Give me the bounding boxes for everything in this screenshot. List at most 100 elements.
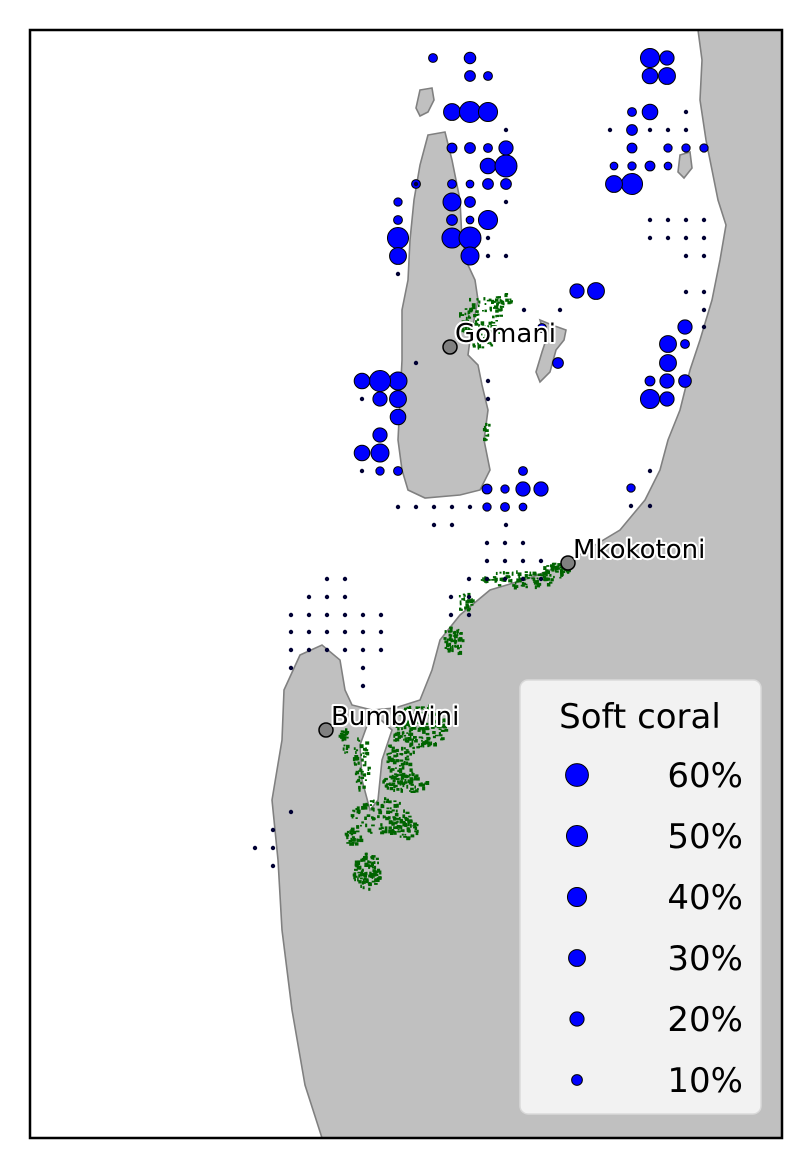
place-marker-gomani bbox=[442, 339, 458, 355]
seagrass-patch bbox=[390, 759, 394, 763]
seagrass-patch bbox=[521, 583, 525, 587]
seagrass-patch bbox=[351, 836, 355, 839]
seagrass-patch bbox=[480, 321, 485, 326]
seagrass-patch bbox=[368, 865, 371, 869]
survey-site-marker bbox=[644, 375, 656, 387]
seagrass-patch bbox=[525, 585, 528, 589]
seagrass-patch bbox=[358, 739, 361, 742]
seagrass-patch bbox=[403, 835, 407, 838]
seagrass-patch bbox=[407, 829, 411, 833]
seagrass-patch bbox=[392, 830, 395, 834]
seagrass-patch bbox=[387, 767, 390, 769]
seagrass-patch bbox=[386, 783, 390, 786]
seagrass-patch bbox=[443, 726, 445, 729]
seagrass-patch bbox=[360, 858, 363, 862]
seagrass-patch bbox=[538, 582, 542, 586]
seagrass-patch bbox=[529, 571, 532, 575]
seagrass-patch bbox=[361, 758, 364, 762]
seagrass-patch bbox=[408, 723, 413, 728]
seagrass-patch bbox=[389, 829, 393, 833]
islet-spit bbox=[535, 318, 567, 384]
seagrass-patch bbox=[401, 727, 403, 731]
seagrass-patch bbox=[388, 760, 391, 762]
seagrass-patch bbox=[481, 346, 485, 349]
seagrass-patch bbox=[404, 778, 407, 782]
survey-site-marker-minimal bbox=[360, 612, 366, 618]
seagrass-patch bbox=[469, 297, 472, 302]
seagrass-patch bbox=[400, 777, 403, 781]
survey-site-marker bbox=[388, 371, 408, 391]
seagrass-patch bbox=[380, 827, 384, 830]
legend-label: 50% bbox=[667, 817, 743, 857]
seagrass-patch bbox=[358, 874, 360, 878]
survey-site-marker-minimal bbox=[503, 253, 509, 259]
seagrass-patch bbox=[360, 771, 363, 775]
seagrass-patch bbox=[496, 314, 499, 318]
survey-site-marker-minimal bbox=[701, 324, 707, 330]
seagrass-patch bbox=[414, 789, 419, 793]
seagrass-patch bbox=[395, 817, 400, 820]
seagrass-patch bbox=[391, 768, 395, 771]
survey-site-marker-minimal bbox=[359, 468, 365, 474]
seagrass-patch bbox=[380, 804, 385, 809]
survey-site-marker bbox=[518, 502, 528, 512]
seagrass-patch bbox=[410, 820, 413, 823]
seagrass-patch bbox=[406, 836, 410, 841]
seagrass-patch bbox=[400, 829, 404, 832]
seagrass-patch bbox=[413, 775, 417, 780]
seagrass-patch bbox=[365, 852, 368, 857]
seagrass-patch bbox=[394, 784, 398, 788]
seagrass-patch bbox=[366, 879, 369, 883]
seagrass-patch bbox=[404, 824, 408, 827]
survey-site-marker-minimal bbox=[360, 683, 366, 689]
survey-site-marker-minimal bbox=[342, 612, 348, 618]
legend-label: 20% bbox=[667, 1000, 743, 1040]
seagrass-patch bbox=[470, 338, 472, 341]
seagrass-patch bbox=[365, 752, 370, 756]
seagrass-patch bbox=[417, 729, 421, 732]
survey-site-marker bbox=[389, 408, 407, 426]
seagrass-patch bbox=[468, 607, 471, 611]
seagrass-patch bbox=[402, 822, 407, 826]
seagrass-patch bbox=[408, 730, 412, 733]
seagrass-patch bbox=[407, 711, 412, 713]
seagrass-patch bbox=[498, 308, 502, 312]
survey-site-marker bbox=[626, 124, 638, 136]
seagrass-patch bbox=[475, 314, 478, 316]
seagrass-patch bbox=[394, 724, 397, 727]
survey-site-marker-minimal bbox=[252, 845, 258, 851]
seagrass-patch bbox=[402, 783, 405, 788]
seagrass-patch bbox=[397, 769, 400, 772]
seagrass-patch bbox=[405, 811, 410, 814]
seagrass-patch bbox=[388, 820, 393, 825]
survey-site-marker-minimal bbox=[270, 827, 276, 833]
legend-marker bbox=[568, 949, 586, 967]
seagrass-patch bbox=[396, 826, 399, 829]
seagrass-patch bbox=[394, 821, 398, 825]
seagrass-patch bbox=[393, 800, 397, 802]
seagrass-patch bbox=[357, 866, 360, 870]
seagrass-patch bbox=[362, 873, 365, 877]
seagrass-patch bbox=[465, 316, 468, 321]
seagrass-patch bbox=[355, 842, 359, 846]
seagrass-patch bbox=[377, 861, 379, 865]
survey-site-marker-minimal bbox=[647, 235, 653, 241]
seagrass-patch bbox=[479, 333, 483, 336]
seagrass-patch bbox=[462, 593, 465, 596]
seagrass-patch bbox=[420, 706, 424, 710]
seagrass-patch bbox=[374, 870, 378, 874]
seagrass-patch bbox=[483, 297, 486, 301]
seagrass-patch bbox=[360, 870, 363, 873]
seagrass-patch bbox=[410, 824, 412, 828]
survey-site-marker bbox=[393, 215, 403, 225]
seagrass-patch bbox=[356, 838, 360, 842]
seagrass-patch bbox=[362, 752, 365, 755]
seagrass-patch bbox=[418, 745, 422, 748]
seagrass-patch bbox=[364, 779, 367, 781]
legend-label: 40% bbox=[667, 878, 743, 918]
seagrass-patch bbox=[350, 828, 355, 833]
seagrass-patch bbox=[409, 743, 412, 748]
survey-site-marker bbox=[500, 502, 510, 512]
seagrass-patch bbox=[475, 336, 480, 340]
